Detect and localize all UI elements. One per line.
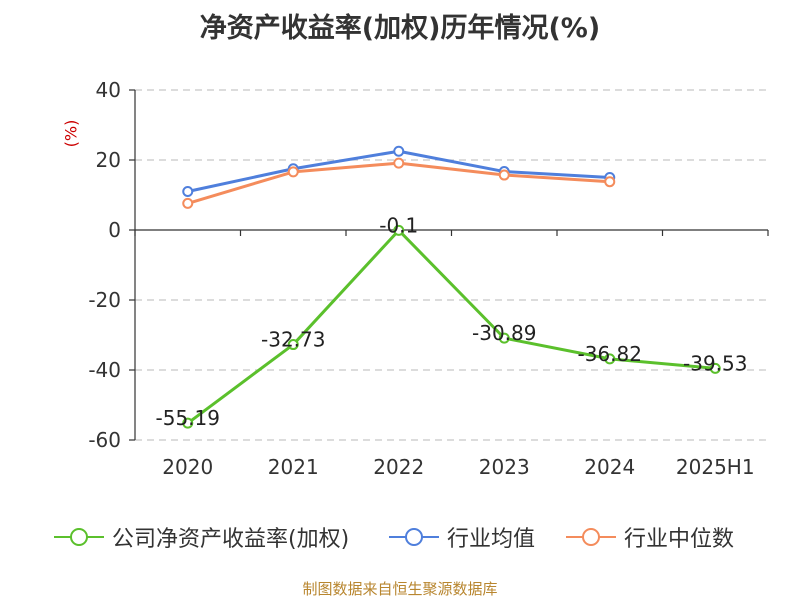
series-1-point-0 xyxy=(182,186,194,197)
x-tick-label-0: 2020 xyxy=(162,455,213,479)
series-2-point-4 xyxy=(604,176,616,188)
y-tick-label-5: -60 xyxy=(88,428,121,452)
y-tick-label-2: 0 xyxy=(108,218,121,242)
data-source-note: 制图数据来自恒生聚源数据库 xyxy=(302,580,498,598)
y-tick-label-0: 40 xyxy=(96,78,121,102)
x-tick-label-4: 2024 xyxy=(584,455,635,479)
series-0-point-5 xyxy=(709,362,721,374)
legend-label-industry-mean: 行业均值 xyxy=(447,527,536,552)
series-0-point-1 xyxy=(287,339,299,351)
x-tick-label-5: 2025H1 xyxy=(676,455,755,479)
series-0-point-2 xyxy=(393,224,405,236)
series-0-point-0 xyxy=(182,417,194,429)
y-tick-label-4: -40 xyxy=(88,358,121,382)
legend-marker-orange xyxy=(566,528,616,546)
series-0-point-3 xyxy=(498,332,510,344)
data-label-1: -32.73 xyxy=(261,328,325,352)
legend-item-industry-mean[interactable]: 行业均值 xyxy=(389,518,535,556)
data-label-5: -39.53 xyxy=(683,351,747,375)
x-tick-label-3: 2023 xyxy=(479,455,530,479)
series-2-point-1 xyxy=(287,166,299,178)
series-2-point-0 xyxy=(182,197,194,209)
series-line-0 xyxy=(186,228,716,425)
data-label-3: -30.89 xyxy=(472,321,536,345)
legend-item-company-roe[interactable]: 公司净资产收益率(加权) xyxy=(54,518,349,556)
line-chart: 40 20 0 -20 -40 -60 2020 2021 2022 2023 2024 2025H1… xyxy=(88,78,769,479)
legend-marker-blue xyxy=(389,528,439,546)
data-label-4: -36.82 xyxy=(578,342,642,366)
legend-label-industry-median: 行业中位数 xyxy=(624,527,735,552)
x-tick-label-1: 2021 xyxy=(268,455,319,479)
data-label-2: -0.1 xyxy=(379,213,418,237)
series-line-2 xyxy=(187,161,610,205)
x-tick-label-2: 2022 xyxy=(373,455,424,479)
legend-marker-green xyxy=(54,528,104,546)
chart-title: 净资产收益率(加权)历年情况(%) xyxy=(199,13,601,44)
legend: 公司净资产收益率(加权) 行业均值 行业中位数 xyxy=(0,518,800,556)
y-tick-label-3: -20 xyxy=(88,288,121,312)
series-0-point-4 xyxy=(604,353,616,365)
data-label-0: -55.19 xyxy=(156,406,220,430)
series-2-point-3 xyxy=(498,169,510,181)
legend-label-company-roe: 公司净资产收益率(加权) xyxy=(112,527,350,552)
series-1-point-2 xyxy=(393,145,405,157)
legend-item-industry-median[interactable]: 行业中位数 xyxy=(566,518,734,556)
y-tick-label-1: 20 xyxy=(96,148,121,172)
series-2-point-2 xyxy=(393,157,405,169)
